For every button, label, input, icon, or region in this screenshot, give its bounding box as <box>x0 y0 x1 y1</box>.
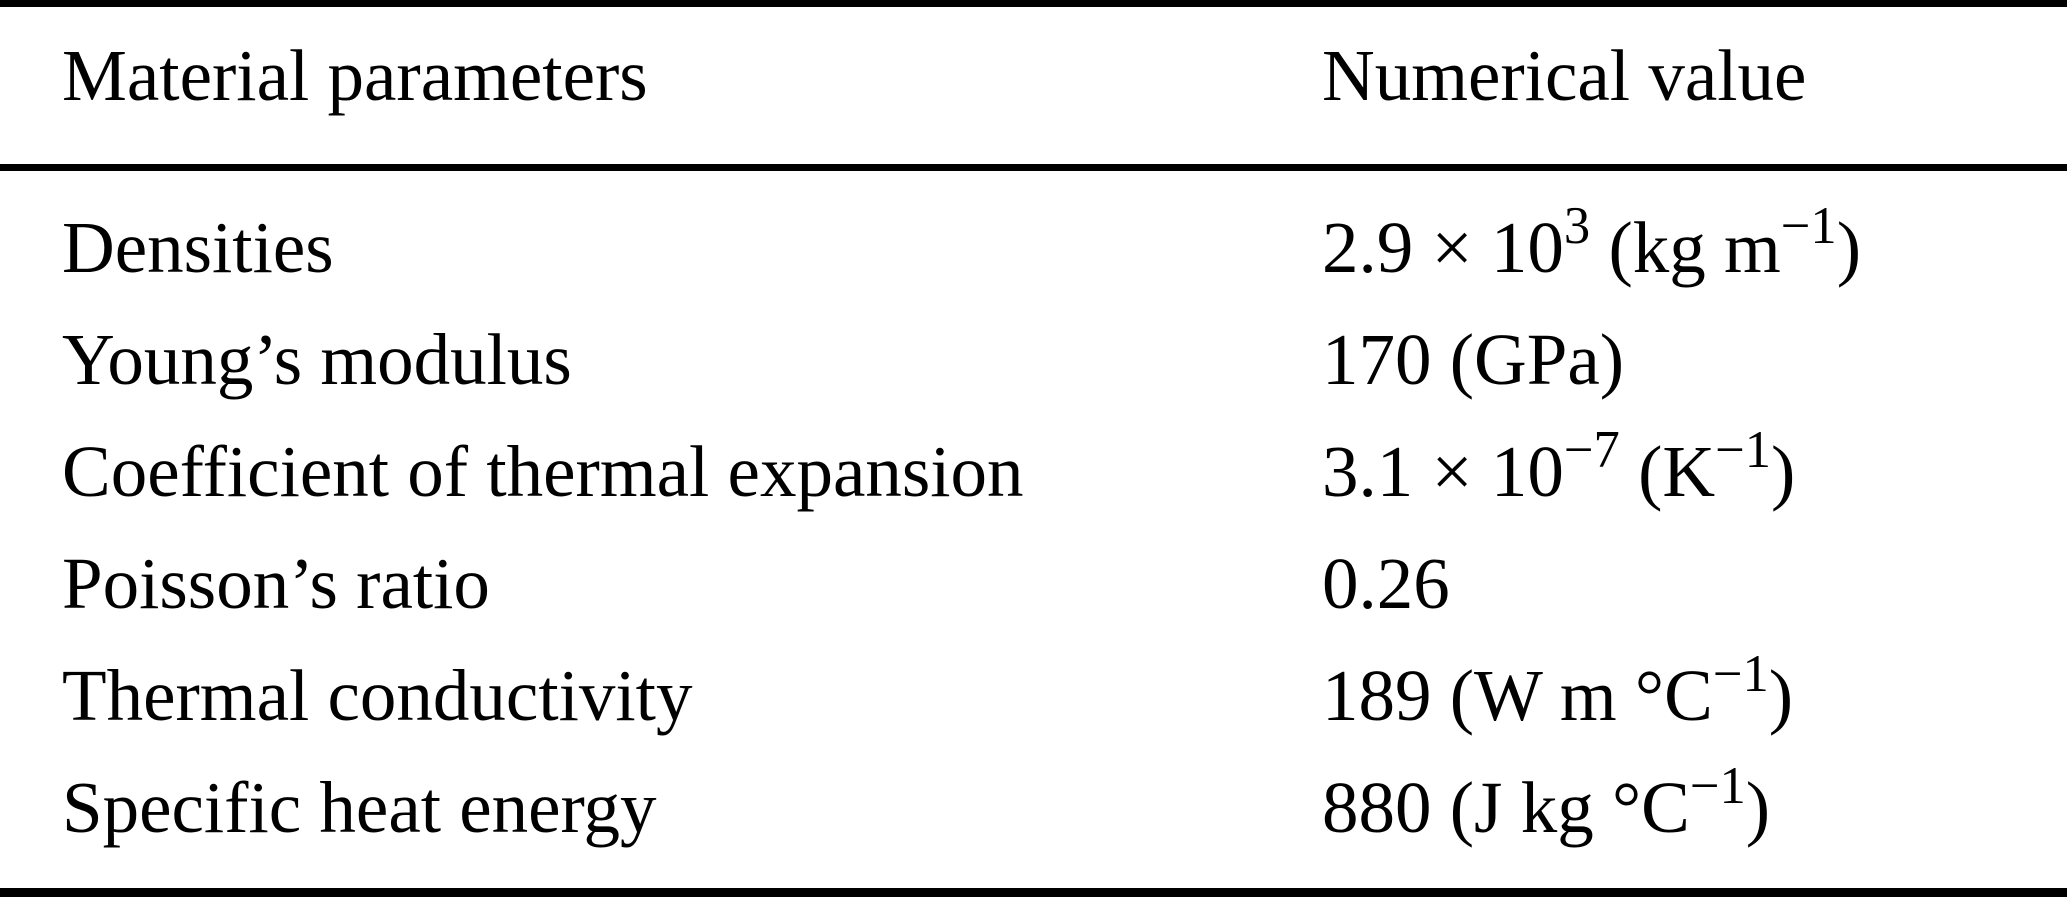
parameter-value: 2.9 × 103 (kg m−1) <box>1322 192 1861 304</box>
value-text: 3.1 × 10 <box>1322 431 1564 512</box>
table-row: Thermal conductivity 189 (W m °C−1) <box>0 640 2067 752</box>
parameter-label: Poisson’s ratio <box>62 543 490 624</box>
parameter-label: Coefficient of thermal expansion <box>62 431 1024 512</box>
value-text: (kg m <box>1590 207 1781 288</box>
table-row: Poisson’s ratio 0.26 <box>0 528 2067 640</box>
value-superscript: −7 <box>1563 421 1620 480</box>
column-header-numerical-value: Numerical value <box>1322 35 1807 116</box>
value-superscript: −1 <box>1689 757 1746 816</box>
value-text: 189 (W m °C <box>1322 655 1713 736</box>
value-superscript: 3 <box>1563 197 1591 256</box>
value-text: ) <box>1771 431 1796 512</box>
parameter-value: 189 (W m °C−1) <box>1322 640 1793 752</box>
value-text: ) <box>1768 655 1794 736</box>
parameter-label: Densities <box>62 207 334 288</box>
value-superscript: −1 <box>1715 421 1772 480</box>
table-header-rule <box>0 164 2067 171</box>
value-text: 0.26 <box>1322 543 1450 624</box>
parameter-label: Specific heat energy <box>62 767 657 848</box>
column-header-material-parameters: Material parameters <box>62 35 648 116</box>
value-superscript: −1 <box>1712 645 1769 704</box>
table-row: Coefficient of thermal expansion 3.1 × 1… <box>0 416 2067 528</box>
table-top-rule <box>0 0 2067 7</box>
value-text: ) <box>1836 207 1862 288</box>
value-text: ) <box>1745 767 1771 848</box>
parameter-value: 3.1 × 10−7 (K−1) <box>1322 416 1795 528</box>
parameter-label: Thermal conductivity <box>62 655 693 736</box>
value-text: (K <box>1619 431 1716 512</box>
parameter-value: 170 (GPa) <box>1322 304 1624 416</box>
table-bottom-rule <box>0 888 2067 897</box>
value-superscript: −1 <box>1780 197 1837 256</box>
value-text: 880 (J kg °C <box>1322 767 1690 848</box>
parameter-value: 880 (J kg °C−1) <box>1322 752 1770 864</box>
table-row: Specific heat energy 880 (J kg °C−1) <box>0 752 2067 864</box>
table-row: Densities 2.9 × 103 (kg m−1) <box>0 192 2067 304</box>
table-body: Densities 2.9 × 103 (kg m−1) Young’s mod… <box>0 192 2067 864</box>
table-header-row: Material parameters Numerical value <box>0 0 2067 164</box>
value-text: 2.9 × 10 <box>1322 207 1564 288</box>
value-text: 170 (GPa) <box>1322 319 1625 400</box>
table-row: Young’s modulus 170 (GPa) <box>0 304 2067 416</box>
parameter-value: 0.26 <box>1322 528 1450 640</box>
parameter-label: Young’s modulus <box>62 319 572 400</box>
